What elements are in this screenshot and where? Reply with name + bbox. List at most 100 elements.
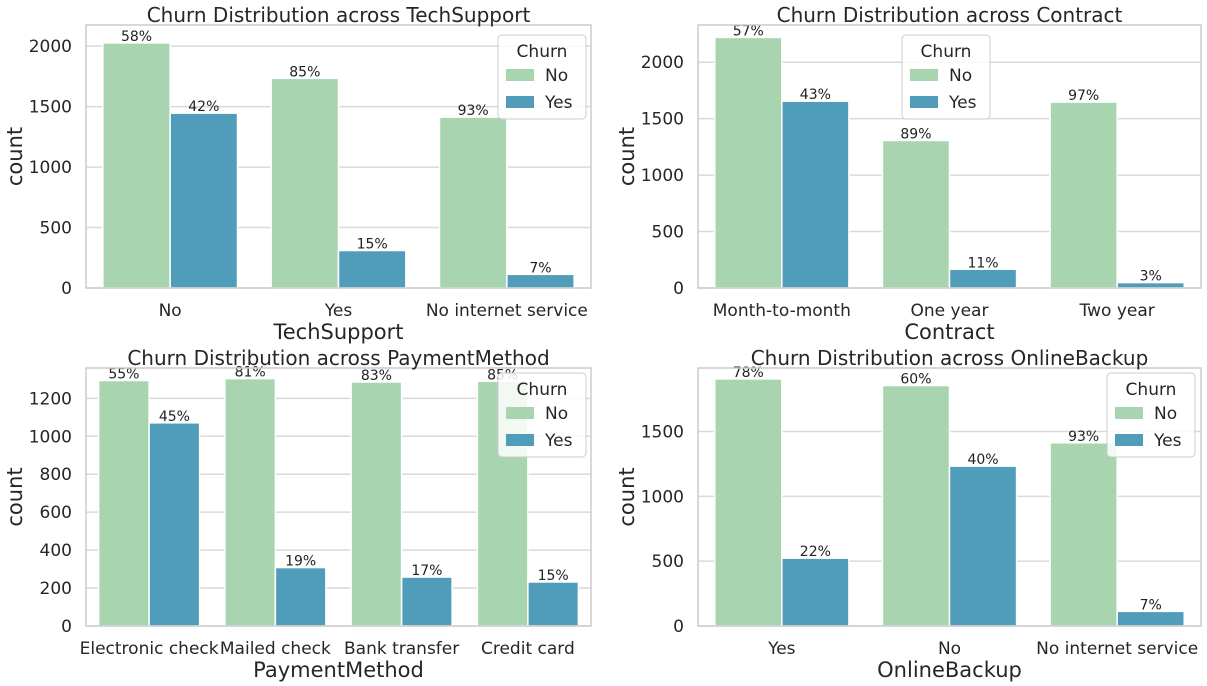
- bar-no-1: [714, 36, 783, 289]
- legend-label-no: No: [545, 66, 568, 86]
- legend: Churn No Yes: [901, 34, 991, 120]
- y-axis-label: count: [3, 127, 27, 186]
- y-tick-label: 1000: [641, 487, 684, 507]
- bar-data-label: 3%: [1140, 269, 1162, 285]
- bar-data-label: 57%: [733, 23, 764, 39]
- chart-1: 0 500 1000 1500 2000 58% 42% No 85% 15% Yes 93% 7% No…: [3, 3, 592, 344]
- legend: Churn No Yes: [497, 34, 587, 120]
- bar-data-label: 60%: [900, 372, 931, 388]
- bar-yes-3: [506, 273, 575, 289]
- bar-yes-2: [337, 249, 407, 289]
- legend-swatch-yes: [506, 96, 534, 108]
- legend-swatch-no: [910, 69, 938, 81]
- y-tick-label: 200: [40, 579, 72, 599]
- bar-data-label: 89%: [900, 126, 931, 142]
- legend-label-yes: Yes: [544, 431, 573, 451]
- bar-data-label: 7%: [1140, 597, 1162, 613]
- bar-data-label: 19%: [285, 554, 316, 570]
- y-tick-label: 0: [673, 279, 684, 299]
- legend-label-yes: Yes: [1153, 431, 1182, 451]
- bar-yes-3: [400, 576, 453, 627]
- y-axis-label: count: [615, 467, 639, 526]
- chart-4: 0 500 1000 1500 78% 22% Yes 60% 40% No 93% 7% No int…: [615, 346, 1202, 682]
- bar-no-3: [1049, 101, 1118, 289]
- bar-data-label: 42%: [188, 99, 219, 115]
- x-axis-label: Contract: [904, 320, 994, 344]
- bar-yes-2: [948, 268, 1018, 289]
- bar-data-label: 40%: [967, 452, 998, 468]
- bar-data-label: 97%: [1068, 88, 1099, 104]
- x-tick-label: Month-to-month: [713, 301, 851, 321]
- x-tick-label: One year: [911, 301, 989, 321]
- bar-data-label: 15%: [357, 237, 388, 253]
- plot-frame: [697, 24, 1202, 289]
- x-tick-label: No: [938, 639, 961, 659]
- bar-data-label: 17%: [411, 563, 442, 579]
- legend-label-no: No: [949, 66, 972, 86]
- y-tick-label: 500: [652, 223, 684, 243]
- y-tick-label: 1500: [641, 423, 684, 443]
- y-axis-label: count: [3, 467, 27, 526]
- bar-yes-1: [781, 557, 850, 627]
- chart-3: 0 200 400 600 800 1000 1200 55% 45% Electronic ch…: [3, 346, 592, 682]
- y-axis-label: count: [615, 127, 639, 186]
- legend-swatch-yes: [506, 434, 534, 446]
- x-tick-label: Yes: [767, 639, 796, 659]
- y-tick-label: 1500: [29, 98, 72, 118]
- y-tick-label: 0: [61, 617, 72, 637]
- legend-label-yes: Yes: [544, 93, 573, 113]
- bar-data-label: 93%: [1068, 429, 1099, 445]
- bar-yes-1: [148, 422, 201, 627]
- bar-no-2: [224, 377, 277, 627]
- x-tick-label: Bank transfer: [344, 639, 459, 659]
- x-axis-label: OnlineBackup: [877, 658, 1022, 682]
- bar-yes-1: [781, 100, 850, 289]
- bar-yes-2: [948, 465, 1018, 627]
- legend: Churn No Yes: [497, 372, 587, 458]
- y-tick-label: 800: [40, 465, 72, 485]
- bar-data-label: 85%: [289, 64, 320, 80]
- bar-data-label: 22%: [800, 544, 831, 560]
- bar-no-1: [102, 42, 171, 289]
- bar-data-label: 15%: [538, 568, 569, 584]
- y-tick-label: 500: [652, 552, 684, 572]
- legend-title: Churn: [517, 380, 568, 400]
- legend-title: Churn: [517, 42, 568, 62]
- y-tick-label: 1000: [641, 166, 684, 186]
- legend-title: Churn: [921, 42, 972, 62]
- y-tick-label: 1000: [29, 427, 72, 447]
- y-tick-label: 600: [40, 503, 72, 523]
- bar-no-2: [881, 139, 951, 289]
- legend-swatch-no: [1115, 407, 1143, 419]
- bar-no-3: [1049, 442, 1118, 627]
- bar-data-label: 7%: [529, 260, 551, 276]
- bar-no-1: [714, 378, 783, 627]
- bar-yes-2: [274, 566, 327, 627]
- bar-data-label: 45%: [159, 409, 190, 425]
- x-tick-label: Electronic check: [80, 639, 219, 659]
- x-tick-label: No internet service: [1036, 639, 1198, 659]
- bar-no-2: [881, 384, 951, 627]
- legend-label-yes: Yes: [948, 93, 977, 113]
- bar-data-label: 83%: [361, 368, 392, 384]
- bar-data-label: 93%: [458, 103, 489, 119]
- y-tick-label: 1200: [29, 389, 72, 409]
- y-tick-label: 500: [40, 219, 72, 239]
- bar-data-label: 55%: [108, 367, 139, 383]
- plot-frame: [85, 24, 592, 289]
- y-tick-label: 0: [673, 617, 684, 637]
- y-tick-label: 400: [40, 541, 72, 561]
- chart-2: 0 500 1000 1500 2000 57% 43% Month-to-month 89% 1…: [615, 3, 1202, 344]
- bar-yes-4: [527, 581, 580, 627]
- legend-label-no: No: [545, 404, 568, 424]
- legend-label-no: No: [1154, 404, 1177, 424]
- legend-swatch-yes: [1115, 434, 1143, 446]
- plot-frame: [85, 367, 592, 627]
- chart-title: Churn Distribution across OnlineBackup: [751, 346, 1149, 370]
- legend-swatch-no: [506, 69, 534, 81]
- chart-title: Churn Distribution across Contract: [777, 3, 1123, 27]
- legend-swatch-no: [506, 407, 534, 419]
- bar-no-3: [350, 381, 403, 627]
- bar-no-3: [438, 116, 508, 289]
- bar-no-2: [270, 77, 340, 289]
